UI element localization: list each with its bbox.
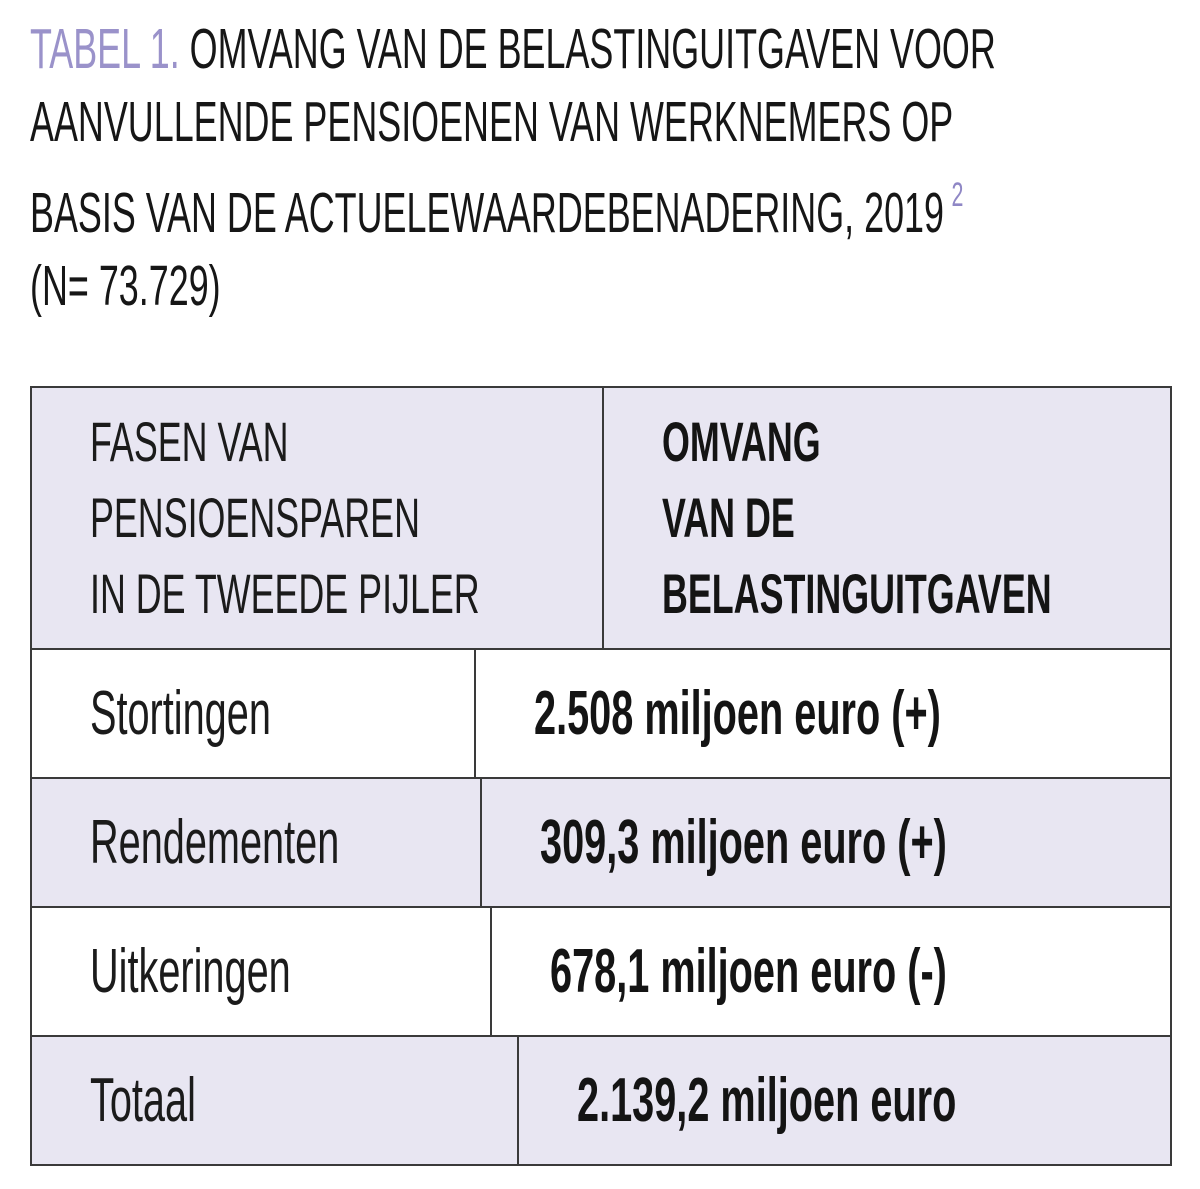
row-value: 2.139,2 miljoen euro — [577, 1066, 957, 1135]
header-fasen-line-2: PENSIOENSPAREN — [90, 486, 420, 549]
row-label: Totaal — [90, 1066, 196, 1135]
row-label-cell: Totaal — [32, 1037, 520, 1164]
row-value-cell: 678,1 miljoen euro (-) — [492, 908, 1170, 1035]
table-header-row: FASEN VAN PENSIOENSPAREN IN DE TWEEDE PI… — [32, 388, 1170, 648]
row-label: Uitkeringen — [90, 937, 291, 1006]
caption-line-2: AANVULLENDE PENSIOENEN VAN WERKNEMERS OP — [30, 90, 954, 154]
row-value: 678,1 miljoen euro (-) — [549, 937, 947, 1006]
row-value-cell: 309,3 miljoen euro (+) — [482, 779, 1176, 906]
footnote-marker: 2 — [951, 176, 964, 214]
caption-line-3-text: BASIS VAN DE ACTUELEWAARDEBENADERING, 20… — [30, 181, 944, 245]
header-fasen-line-1: FASEN VAN — [90, 410, 289, 473]
row-label-cell: Rendementen — [32, 779, 482, 906]
row-label-cell: Stortingen — [32, 650, 477, 777]
row-value-cell: 2.139,2 miljoen euro — [519, 1037, 1170, 1164]
row-value-cell: 2.508 miljoen euro (+) — [476, 650, 1170, 777]
table-row-stortingen: Stortingen 2.508 miljoen euro (+) — [32, 648, 1170, 777]
header-omvang-text: OMVANG VAN DE BELASTINGUITGAVEN — [662, 404, 1052, 632]
table-number-label: TABEL 1. — [30, 17, 180, 81]
row-label: Rendementen — [90, 808, 340, 877]
table-row-totaal: Totaal 2.139,2 miljoen euro — [32, 1035, 1170, 1164]
table-row-uitkeringen: Uitkeringen 678,1 miljoen euro (-) — [32, 906, 1170, 1035]
row-label: Stortingen — [90, 679, 271, 748]
caption-line-3: BASIS VAN DE ACTUELEWAARDEBENADERING, 20… — [30, 159, 963, 250]
sample-size-note: (N= 73.729) — [30, 254, 221, 318]
row-value: 309,3 miljoen euro (+) — [539, 808, 947, 877]
header-omvang-line-2: VAN DE — [662, 486, 795, 549]
row-value: 2.508 miljoen euro (+) — [534, 679, 942, 748]
caption-line-1-text: OMVANG VAN DE BELASTINGUITGAVEN VOOR — [189, 17, 996, 81]
header-cell-fasen: FASEN VAN PENSIOENSPAREN IN DE TWEEDE PI… — [32, 388, 604, 648]
row-label-cell: Uitkeringen — [32, 908, 492, 1035]
header-omvang-line-3: BELASTINGUITGAVEN — [662, 562, 1052, 625]
table-caption: TABEL 1. OMVANG VAN DE BELASTINGUITGAVEN… — [30, 13, 1172, 323]
header-omvang-line-1: OMVANG — [662, 410, 821, 473]
header-fasen-text: FASEN VAN PENSIOENSPAREN IN DE TWEEDE PI… — [90, 404, 480, 632]
caption-line-1: TABEL 1. OMVANG VAN DE BELASTINGUITGAVEN… — [30, 13, 996, 86]
data-table: FASEN VAN PENSIOENSPAREN IN DE TWEEDE PI… — [30, 386, 1172, 1166]
header-cell-omvang: OMVANG VAN DE BELASTINGUITGAVEN — [604, 388, 1200, 648]
header-fasen-line-3: IN DE TWEEDE PIJLER — [90, 562, 480, 625]
table-row-rendementen: Rendementen 309,3 miljoen euro (+) — [32, 777, 1170, 906]
